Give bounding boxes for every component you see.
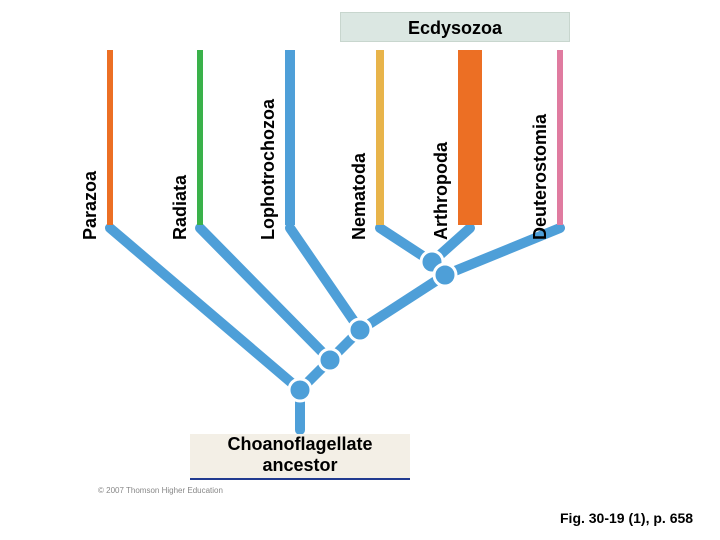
branch-bar-deuterostomia [557, 50, 563, 225]
ecdysozoa-header: Ecdysozoa [340, 12, 570, 42]
branch-label-radiata: Radiata [170, 175, 191, 240]
branch-bar-parazoa [107, 50, 113, 225]
ecdysozoa-header-text: Ecdysozoa [408, 18, 502, 38]
copyright-credit: © 2007 Thomson Higher Education [98, 486, 223, 495]
branch-label-nematoda: Nematoda [349, 153, 370, 240]
branch-bar-nematoda [376, 50, 384, 225]
branch-label-lophotrochozoa: Lophotrochozoa [258, 99, 279, 240]
branch-bar-radiata [197, 50, 203, 225]
branch-label-arthropoda: Arthropoda [431, 142, 452, 240]
branch-label-parazoa: Parazoa [80, 171, 101, 240]
figure-reference: Fig. 30-19 (1), p. 658 [560, 510, 693, 526]
ancestor-line1: Choanoflagellate [227, 434, 372, 454]
branch-bar-arthropoda [458, 50, 482, 225]
ancestor-label: Choanoflagellate ancestor [190, 434, 410, 480]
branch-label-deuterostomia: Deuterostomia [530, 114, 551, 240]
ancestor-line2: ancestor [262, 455, 337, 475]
branch-bar-lophotrochozoa [285, 50, 295, 225]
